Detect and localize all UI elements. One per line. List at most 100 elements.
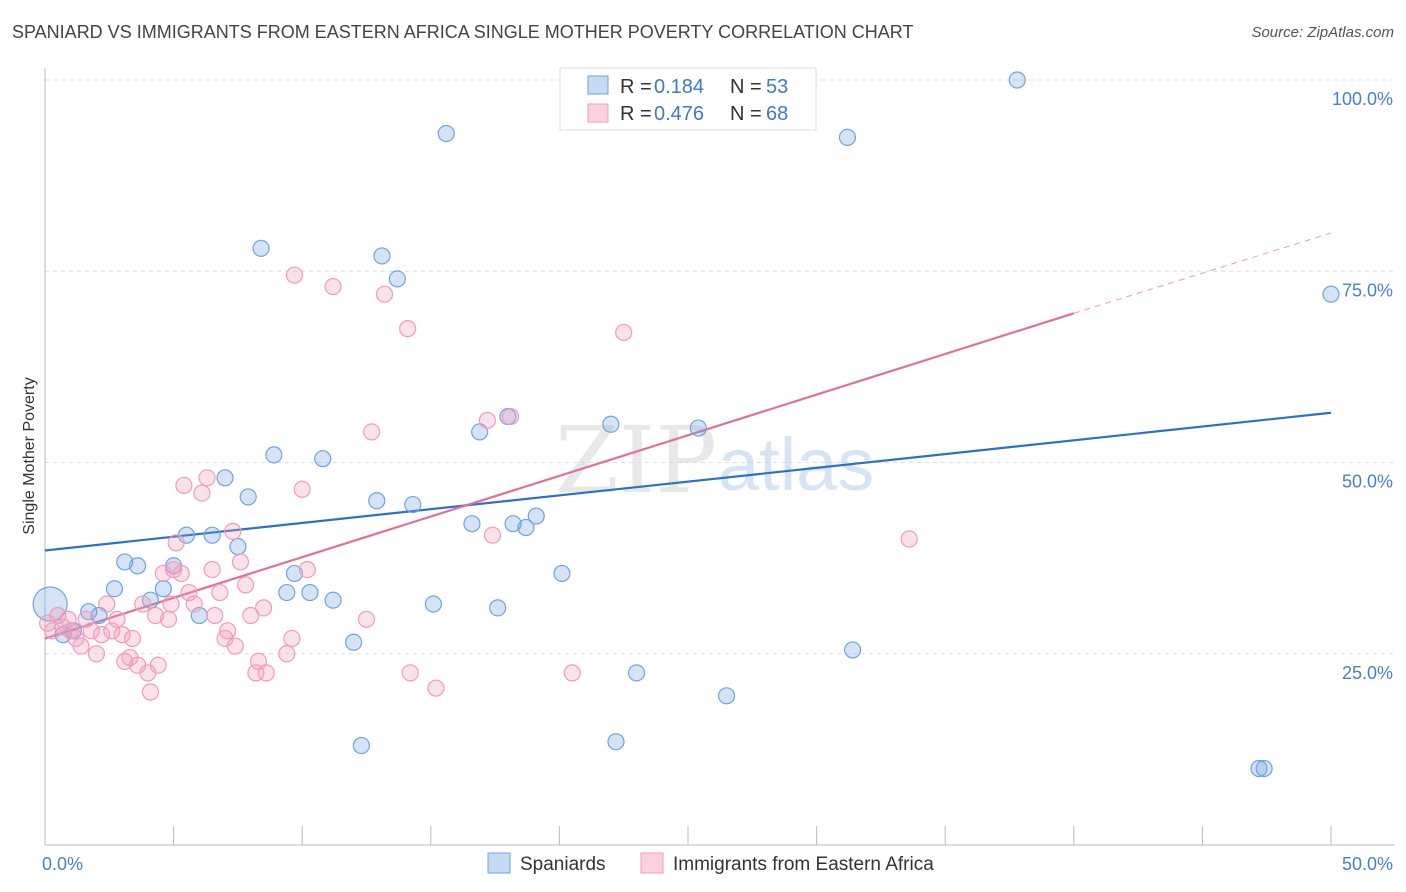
chart-title: SPANIARD VS IMMIGRANTS FROM EASTERN AFRI… [12,22,914,42]
point-spaniards-17 [252,239,270,257]
legend-n-value-1: 53 [766,76,788,98]
point-spaniards-22 [314,450,332,468]
point-spaniards-26 [368,492,386,510]
point-eastern-africa-41 [224,522,242,540]
legend-n-value-2: 68 [766,103,788,125]
point-spaniards-5 [105,580,124,598]
legend-r-label-2: R = [620,103,652,125]
point-spaniards-14 [216,469,234,487]
point-eastern-africa-7 [72,637,90,655]
point-spaniards-19 [278,583,296,602]
watermark-zip: ZIP [555,407,717,514]
point-eastern-africa-25 [154,564,172,583]
point-spaniards-9 [154,580,172,598]
point-spaniards-38 [527,507,545,525]
point-eastern-africa-59 [399,320,417,338]
point-spaniards-43 [627,664,646,682]
point-spaniards-20 [285,564,304,583]
point-eastern-africa-34 [193,484,211,502]
y-tick-label-100: 100.0% [1332,89,1393,109]
trend-lines [44,232,1332,640]
y-tick-label-50: 50.0% [1342,472,1393,492]
point-eastern-africa-24 [149,656,167,674]
point-eastern-africa-37 [206,606,224,625]
point-eastern-africa-63 [483,526,502,544]
point-eastern-africa-27 [162,595,180,613]
y-tick-label-25: 25.0% [1342,663,1393,683]
point-eastern-africa-45 [242,606,260,625]
point-eastern-africa-56 [357,610,376,628]
point-eastern-africa-31 [175,476,193,495]
point-eastern-africa-29 [167,534,185,552]
point-eastern-africa-36 [203,560,221,579]
point-spaniards-41 [602,415,620,433]
series-legend-swatch-spaniards [487,852,511,874]
point-eastern-africa-12 [98,595,116,613]
axes [44,68,1395,846]
point-eastern-africa-20 [134,595,152,613]
legend-swatch-spaniards [587,75,609,95]
point-spaniards-31 [437,124,455,143]
point-eastern-africa-48 [255,599,273,617]
x-tick-label-0: 0.0% [42,854,83,874]
point-spaniards-18 [265,446,283,464]
legend-r-value-2: 0.476 [654,103,704,125]
point-spaniards-29 [404,495,422,514]
point-eastern-africa-23 [146,606,165,625]
point-spaniards-48 [844,641,862,659]
series-legend: Spaniards Immigrants from Eastern Africa [487,852,934,875]
point-spaniards-37 [517,518,535,537]
point-spaniards-45 [689,419,707,437]
point-spaniards-7 [128,557,147,575]
point-eastern-africa-50 [278,645,296,663]
point-eastern-africa-64 [501,408,520,426]
point-eastern-africa-15 [113,626,131,644]
stats-legend: R = 0.184 N = 53 R = 0.476 N = 68 [559,67,817,131]
x-tick-label-50: 50.0% [1342,854,1393,874]
legend-r-value-1: 0.184 [654,76,704,98]
point-eastern-africa-18 [123,629,142,648]
point-spaniards-46 [717,687,736,705]
point-spaniards-30 [424,595,442,613]
point-eastern-africa-38 [211,583,229,602]
point-eastern-africa-10 [87,645,106,663]
point-spaniards-49 [1008,71,1026,89]
y-tick-label-75: 75.0% [1342,280,1393,300]
point-spaniards-13 [203,526,221,544]
point-eastern-africa-53 [293,480,311,498]
point-eastern-africa-44 [237,576,255,594]
point-eastern-africa-54 [298,560,316,579]
legend-n-label-2: N = [730,103,762,125]
point-eastern-africa-1 [44,622,62,640]
point-spaniards-27 [373,247,391,265]
point-eastern-africa-40 [219,622,237,640]
grid-lines [45,79,1395,655]
point-eastern-africa-35 [198,469,216,487]
point-eastern-africa-51 [283,629,301,648]
point-eastern-africa-26 [159,610,178,628]
point-eastern-africa-58 [375,285,394,303]
point-eastern-africa-28 [165,560,183,579]
point-eastern-africa-33 [185,595,203,613]
trend-line-1 [44,312,1075,640]
tick-labels: 25.0% 50.0% 75.0% 100.0% 0.0% 50.0% [42,89,1393,874]
point-spaniards-21 [301,583,319,602]
y-axis-label: Single Mother Poverty [21,377,38,534]
point-spaniards-47 [838,128,857,146]
point-spaniards-23 [324,591,342,609]
point-eastern-africa-9 [82,622,100,640]
watermark: ZIP atlas [555,407,874,514]
series-legend-swatch-eastern-africa [640,852,664,874]
trend-line-0 [44,411,1332,552]
point-spaniards-28 [388,270,406,288]
point-eastern-africa-61 [427,679,445,697]
trend-line-extension-1 [1073,232,1332,314]
point-spaniards-52 [1322,285,1340,303]
point-spaniards-0 [32,586,68,622]
point-eastern-africa-11 [92,626,111,644]
point-eastern-africa-66 [615,323,633,342]
point-spaniards-50 [1250,759,1268,778]
legend-r-label-1: R = [620,76,652,98]
point-eastern-africa-60 [401,664,419,682]
